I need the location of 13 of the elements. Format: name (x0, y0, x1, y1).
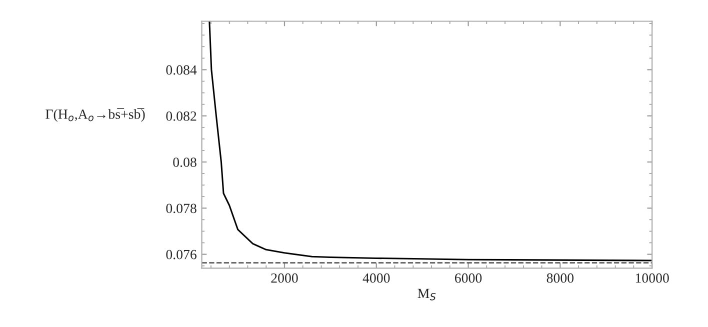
y-tick-label: 0.082 (166, 111, 196, 121)
y-tick-label: 0.078 (166, 204, 196, 214)
line-series (208, 21, 652, 262)
y-tick-label: 0.084 (166, 65, 197, 75)
y-axis-title: Γ(H$_{o}$,A$_{o}$→bs̅+sb̅) (46, 108, 145, 122)
x-tick-label: 2000 (271, 273, 298, 283)
x-tick-label: 4000 (362, 273, 390, 283)
x-tick-label: 6000 (454, 273, 482, 283)
y-tick-label: 0.076 (166, 250, 197, 260)
x-tick-label: 8000 (546, 273, 574, 283)
y-tick-label: 0.08 (173, 158, 196, 168)
x-axis-title: M$_{S}$ (418, 288, 436, 300)
x-tick-label: 10000 (636, 273, 669, 283)
